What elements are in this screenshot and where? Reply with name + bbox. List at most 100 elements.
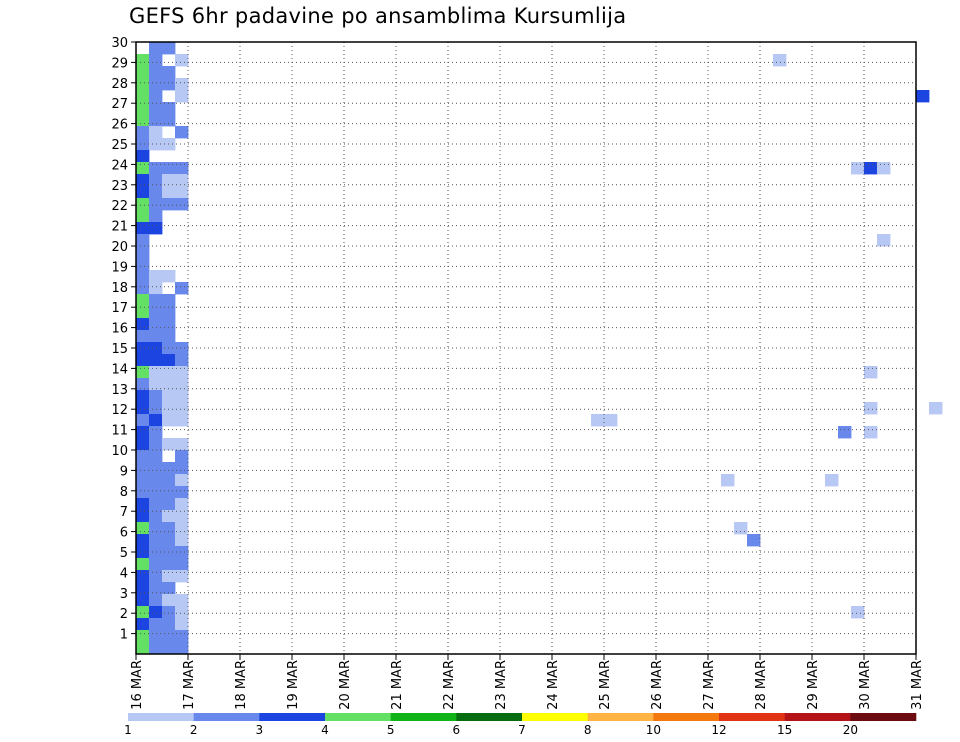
precip-cell xyxy=(604,414,618,427)
colorbar-label: 7 xyxy=(518,723,526,737)
precip-cell xyxy=(175,570,189,583)
precip-cell xyxy=(149,138,163,151)
colorbar-label: 10 xyxy=(646,723,661,737)
y-tick-label: 2 xyxy=(120,607,128,622)
precip-cell xyxy=(149,534,163,547)
precip-cell xyxy=(175,522,189,535)
precip-cell xyxy=(162,42,176,55)
chart-title: GEFS 6hr padavine po ansamblima Kursumli… xyxy=(129,4,627,28)
precip-cell xyxy=(149,642,163,655)
precip-cell xyxy=(162,102,176,115)
precip-cell xyxy=(149,546,163,559)
y-tick-label: 22 xyxy=(111,199,128,214)
precip-cell xyxy=(149,162,163,175)
precip-cell xyxy=(175,282,189,295)
precip-cell xyxy=(149,222,163,235)
precip-cell xyxy=(175,198,189,211)
precip-cell xyxy=(149,126,163,139)
precip-cell xyxy=(149,174,163,187)
x-tick-label: 20 MAR xyxy=(338,660,353,710)
grid-layer xyxy=(136,42,916,654)
x-tick-label: 25 MAR xyxy=(598,660,613,710)
precip-cell xyxy=(175,558,189,571)
precip-cell xyxy=(864,162,878,175)
precip-cell xyxy=(136,150,150,163)
precip-cell xyxy=(136,378,150,391)
precip-cell xyxy=(149,42,163,55)
x-tick-label: 29 MAR xyxy=(806,660,821,710)
precip-cell xyxy=(175,378,189,391)
precip-cell xyxy=(175,90,189,103)
colorbar-label: 2 xyxy=(190,723,198,737)
precip-cell xyxy=(162,162,176,175)
precip-cell xyxy=(149,522,163,535)
precip-cell xyxy=(149,210,163,223)
precip-cell xyxy=(175,642,189,655)
y-tick-label: 6 xyxy=(120,526,128,541)
y-tick-label: 25 xyxy=(111,138,128,153)
precip-cell xyxy=(175,366,189,379)
precip-cell xyxy=(149,594,163,607)
colorbar-swatch xyxy=(128,713,194,721)
precip-cell xyxy=(149,438,163,451)
colorbar-swatch xyxy=(850,713,917,721)
precip-cell xyxy=(175,462,189,475)
precip-cell xyxy=(136,246,150,259)
y-tick-label: 26 xyxy=(111,118,128,133)
precip-cell xyxy=(162,402,176,415)
y-tick-label: 15 xyxy=(111,342,128,357)
precip-cell xyxy=(864,426,878,439)
precip-cell xyxy=(136,174,150,187)
precip-cell xyxy=(162,642,176,655)
precip-cell xyxy=(136,114,150,127)
precip-cell xyxy=(175,78,189,91)
precip-cell xyxy=(162,630,176,643)
x-tick-label: 28 MAR xyxy=(754,660,769,710)
precip-cell xyxy=(162,114,176,127)
x-tick-label: 17 MAR xyxy=(182,660,197,710)
precip-cell xyxy=(162,354,176,367)
precip-cell xyxy=(149,630,163,643)
precip-cell xyxy=(136,282,150,295)
precip-cell xyxy=(149,570,163,583)
precip-cell xyxy=(149,90,163,103)
precip-cell xyxy=(149,582,163,595)
precip-cell xyxy=(149,114,163,127)
y-tick-label: 7 xyxy=(120,505,128,520)
precip-cell xyxy=(877,234,891,247)
precip-cell xyxy=(162,378,176,391)
y-tick-label: 9 xyxy=(120,464,128,479)
precip-cell xyxy=(149,78,163,91)
y-tick-label: 16 xyxy=(111,322,128,337)
precip-cell xyxy=(162,582,176,595)
precip-cell xyxy=(747,534,761,547)
precip-cell xyxy=(175,186,189,199)
y-tick-label: 11 xyxy=(111,424,128,439)
precip-cell xyxy=(864,402,878,415)
precip-cell xyxy=(162,270,176,283)
precip-cell xyxy=(721,474,735,487)
precip-cell xyxy=(136,270,150,283)
precip-cell xyxy=(136,210,150,223)
precip-cell xyxy=(162,66,176,79)
y-tick-label: 24 xyxy=(111,158,128,173)
y-tick-label: 14 xyxy=(111,362,128,377)
precip-cell xyxy=(136,438,150,451)
precip-cell xyxy=(175,546,189,559)
y-axis: 1234567891011121314151617181920212223242… xyxy=(111,36,136,643)
precip-cell xyxy=(136,90,150,103)
colorbar-swatch xyxy=(325,713,391,721)
precip-cell xyxy=(136,558,150,571)
precip-cell xyxy=(149,618,163,631)
precip-cell xyxy=(136,354,150,367)
precip-cell xyxy=(175,630,189,643)
precip-cell xyxy=(175,390,189,403)
precip-cell xyxy=(162,198,176,211)
precip-cell xyxy=(136,606,150,619)
precip-cell xyxy=(149,306,163,319)
precip-cell xyxy=(162,522,176,535)
x-tick-label: 24 MAR xyxy=(546,660,561,710)
y-tick-label: 29 xyxy=(111,56,128,71)
precip-cell xyxy=(136,294,150,307)
